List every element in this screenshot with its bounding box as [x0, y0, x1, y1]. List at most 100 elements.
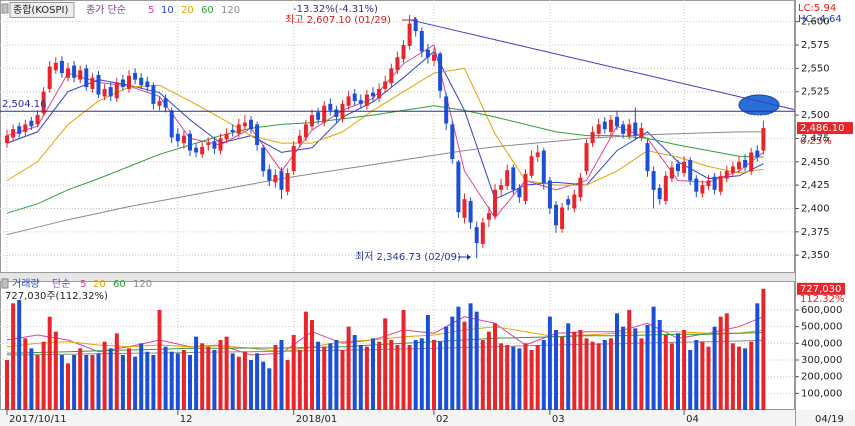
volume-bar — [529, 350, 534, 410]
candle-body — [633, 122, 638, 136]
candle-body — [273, 174, 278, 183]
volume-bar — [194, 336, 199, 410]
volume-bar — [706, 346, 711, 410]
legend-entry: 60 — [113, 279, 126, 290]
candle-body — [541, 150, 546, 184]
moving-average — [6, 326, 764, 353]
y-tick-label: 200,000 — [801, 372, 842, 383]
volume-bar — [493, 323, 497, 410]
volume-bar — [749, 341, 754, 410]
candle-body — [560, 207, 565, 230]
legend-entry: 20 — [181, 5, 194, 16]
trend-line — [409, 19, 795, 110]
volume-bar — [535, 345, 540, 410]
volume-bar — [456, 306, 461, 410]
candle-body — [572, 194, 577, 209]
price-pane — [0, 0, 795, 273]
candle-body — [96, 74, 101, 95]
last-price-box — [797, 122, 853, 135]
volume-bar — [181, 350, 186, 410]
candle-body — [194, 147, 199, 153]
candle-body — [566, 199, 571, 205]
volume-bar — [523, 343, 528, 410]
moving-average — [6, 105, 764, 214]
candle-body — [438, 53, 443, 91]
legend-entry: 60 — [201, 5, 214, 16]
last-volume-box — [797, 282, 845, 295]
x-tick-label: 12 — [180, 414, 193, 425]
candle-body — [267, 169, 272, 181]
candle-body — [224, 133, 229, 140]
candle-body — [255, 124, 260, 145]
volume-bar — [560, 336, 565, 410]
volume-bar — [584, 338, 589, 410]
candle-body — [535, 152, 540, 158]
pane-icon — [1, 278, 9, 289]
volume-bar — [541, 340, 546, 410]
candle-body — [511, 167, 516, 190]
candle-body — [682, 161, 687, 173]
volume-bar — [438, 341, 443, 410]
volume-bar — [230, 353, 235, 410]
candle-body — [188, 133, 192, 151]
candle-body — [358, 100, 363, 104]
candle-body — [279, 171, 284, 190]
x-tick-label: 2017/10/11 — [9, 414, 67, 425]
x-tick-label: 03 — [552, 414, 565, 425]
candle-body — [639, 128, 644, 138]
volume-bar — [590, 341, 595, 410]
candle-body — [242, 122, 247, 127]
volume-bar — [328, 343, 333, 410]
volume-bar — [517, 348, 522, 410]
candle-body — [584, 143, 589, 172]
candle-body — [151, 85, 156, 104]
volume-bar — [432, 340, 436, 410]
candle-body — [529, 156, 534, 176]
candle-body — [493, 189, 497, 216]
volume-bar — [554, 330, 558, 410]
candle-body — [78, 70, 83, 80]
candle-body — [755, 150, 760, 158]
candle-body — [615, 116, 619, 127]
candle-body — [200, 146, 205, 155]
moving-average — [6, 332, 764, 354]
volume-bar — [615, 313, 619, 410]
candle-body — [578, 177, 583, 198]
volume-bar — [700, 341, 705, 410]
candle-body — [462, 199, 467, 218]
candle-body — [102, 88, 107, 97]
candle-body — [749, 152, 754, 172]
volume-bar — [346, 326, 351, 410]
title-box[interactable] — [9, 2, 75, 18]
candle-body — [724, 171, 729, 179]
volume-bar — [676, 333, 680, 410]
volume-legend-title: 단순 — [52, 278, 70, 290]
candle-body — [249, 119, 253, 130]
candle-body — [413, 19, 418, 32]
volume-bar — [218, 340, 223, 410]
candle-body — [718, 175, 723, 192]
candle-body — [84, 68, 89, 88]
volume-bar — [322, 346, 327, 410]
candle-body — [261, 147, 266, 172]
candle-body — [554, 204, 558, 226]
volume-bar — [383, 318, 388, 410]
volume-bar — [157, 310, 162, 410]
candle-body — [590, 131, 595, 144]
volume-bar — [352, 335, 357, 410]
y-tick-label: 2,575 — [801, 40, 830, 51]
volume-bar — [737, 346, 741, 410]
volume-bar — [303, 311, 308, 410]
legend-title: 종가 단순 — [86, 4, 126, 16]
reference-label: 2,504.16 — [2, 99, 47, 110]
candle-body — [328, 103, 333, 111]
candle-body — [627, 124, 632, 136]
volume-bar — [602, 340, 607, 410]
candle-body — [285, 172, 290, 192]
volume-bar — [249, 360, 253, 410]
volume-bar — [163, 346, 168, 410]
volume-bar — [669, 343, 674, 410]
pane-icon — [1, 3, 9, 14]
volume-bar — [255, 353, 260, 410]
